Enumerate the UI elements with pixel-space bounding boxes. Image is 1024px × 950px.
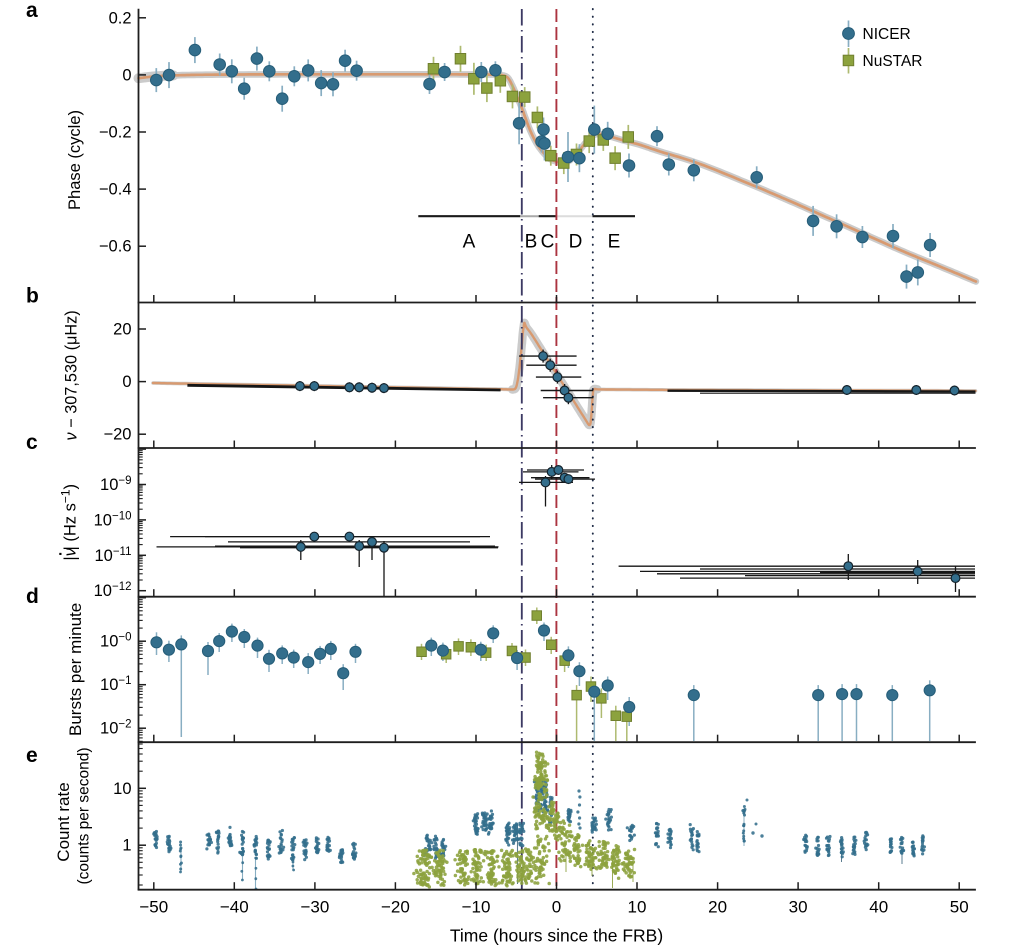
svg-text:NICER: NICER bbox=[863, 26, 911, 43]
svg-text:a: a bbox=[26, 0, 38, 22]
svg-text:e: e bbox=[26, 744, 38, 767]
svg-text:20: 20 bbox=[113, 321, 131, 339]
svg-text:0: 0 bbox=[122, 373, 131, 391]
svg-text:−0.4: −0.4 bbox=[99, 181, 132, 199]
svg-text:1: 1 bbox=[122, 837, 131, 855]
svg-text:−0.2: −0.2 bbox=[99, 124, 132, 142]
svg-text:−20: −20 bbox=[381, 898, 410, 917]
svg-text:d: d bbox=[26, 585, 39, 608]
svg-text:b: b bbox=[26, 285, 39, 308]
svg-text:50: 50 bbox=[950, 898, 969, 917]
svg-text:−10: −10 bbox=[462, 898, 491, 917]
svg-text:c: c bbox=[26, 431, 38, 454]
svg-text:E: E bbox=[608, 232, 621, 253]
svg-text:Phase (cycle): Phase (cycle) bbox=[66, 110, 84, 210]
svg-text:C: C bbox=[541, 232, 555, 253]
svg-text:10: 10 bbox=[113, 780, 131, 798]
svg-text:(counts per second): (counts per second) bbox=[76, 748, 93, 885]
svg-text:Count rate: Count rate bbox=[54, 782, 73, 861]
svg-text:10: 10 bbox=[628, 898, 647, 917]
svg-text:Bursts per minute: Bursts per minute bbox=[66, 603, 85, 736]
svg-text:NuSTAR: NuSTAR bbox=[863, 53, 923, 70]
svg-text:−50: −50 bbox=[139, 898, 168, 917]
svg-text:−0.6: −0.6 bbox=[99, 238, 132, 256]
svg-text:B: B bbox=[525, 232, 538, 253]
svg-text:ν − 307,530 (μHz): ν − 307,530 (μHz) bbox=[63, 310, 81, 440]
svg-text:20: 20 bbox=[708, 898, 727, 917]
svg-text:D: D bbox=[569, 232, 583, 253]
svg-text:30: 30 bbox=[789, 898, 808, 917]
svg-text:−20: −20 bbox=[104, 426, 132, 444]
svg-text:−40: −40 bbox=[220, 898, 249, 917]
svg-text:0: 0 bbox=[552, 898, 561, 917]
svg-text:Time (hours since the FRB): Time (hours since the FRB) bbox=[450, 926, 663, 946]
svg-text:A: A bbox=[463, 232, 476, 253]
svg-text:0: 0 bbox=[122, 66, 131, 84]
svg-text:−30: −30 bbox=[300, 898, 329, 917]
svg-text:40: 40 bbox=[869, 898, 888, 917]
svg-text:0.2: 0.2 bbox=[109, 9, 132, 27]
